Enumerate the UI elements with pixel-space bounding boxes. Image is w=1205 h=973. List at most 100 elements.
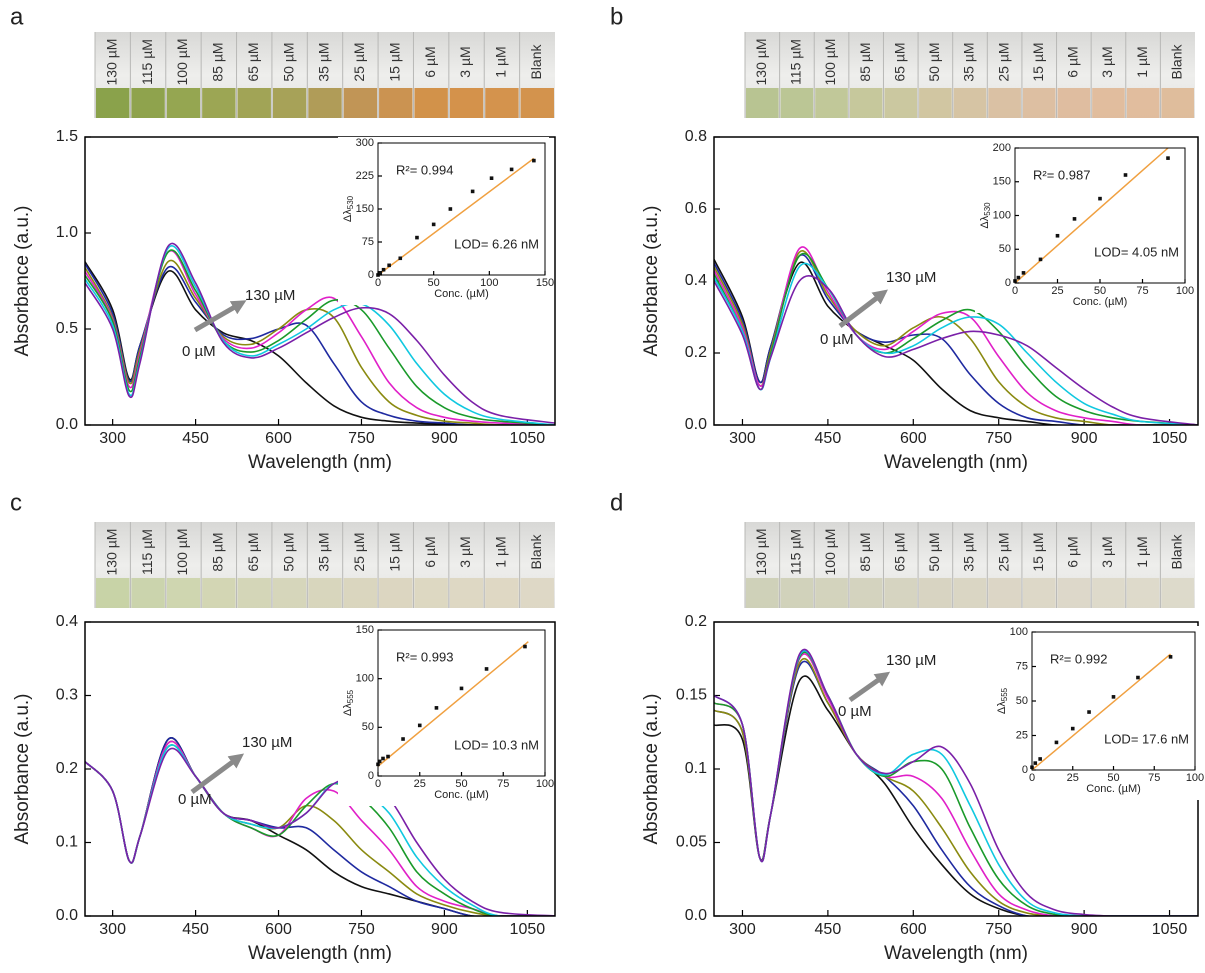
y-tick-label: 0 [1022, 764, 1028, 776]
vial-solution [166, 88, 201, 118]
vial-solution [202, 88, 236, 118]
vial-solution [96, 578, 130, 608]
data-point [381, 756, 385, 761]
inset-background [992, 626, 1199, 800]
vial-solution [884, 578, 918, 608]
y-axis-label: Absorbance (a.u.) [641, 205, 662, 356]
inset-y-label-sub: 530 [346, 195, 355, 209]
vial-solution [379, 88, 413, 118]
inset: 0 25 50 75 100 0 50 100 150 Conc. (µM) Δλ555 R²= 0.… [338, 624, 554, 806]
inset-frame [377, 629, 546, 777]
vial-label: 35 µM [316, 42, 332, 81]
y-tick-label: 150 [356, 624, 374, 636]
data-point [431, 222, 436, 227]
vial-label: 1 µM [493, 46, 509, 77]
spectrum-line [85, 242, 555, 424]
panel-label: a [10, 3, 24, 30]
x-tick-label: 0 [1029, 772, 1035, 784]
vial-solution [1022, 88, 1056, 118]
x-tick-label: 100 [1176, 285, 1194, 297]
vial-solution [953, 578, 987, 608]
y-tick-label: 0 [368, 269, 374, 281]
data-point [1168, 655, 1173, 659]
vial-label: 115 µM [788, 39, 804, 85]
panel: c 130 µM 115 µM 100 µM 85 µM 65 µM 50 µM 35 µM 2… [10, 489, 556, 964]
x-tick-label: 300 [729, 430, 756, 447]
vial-label: 85 µM [210, 532, 226, 571]
x-tick-label: 150 [536, 277, 554, 289]
spectrum-line [85, 249, 555, 425]
annotation: 0 µM [182, 343, 216, 360]
data-point [377, 759, 382, 764]
vial-solution [343, 88, 378, 118]
r-squared: R²= 0.992 [1050, 651, 1107, 666]
y-axis-label: Absorbance (a.u.) [12, 205, 33, 356]
annotation: 130 µM [245, 287, 295, 304]
vial-label: 6 µM [1065, 46, 1081, 77]
vial-label: 115 µM [139, 529, 155, 575]
data-point [398, 256, 403, 261]
vial-label: 35 µM [961, 42, 977, 81]
data-point [386, 754, 390, 759]
vial-solution [988, 578, 1021, 608]
x-tick-label: 25 [1067, 772, 1079, 784]
spectrum-line [714, 275, 1198, 425]
inset: 0 25 50 75 100 0 25 50 75 100 Conc. (µM) Δλ555 R²= 0… [992, 626, 1204, 800]
r-squared: R²= 0.994 [396, 162, 453, 177]
vial-label: 1 µM [1134, 536, 1150, 567]
x-tick-label: 600 [265, 921, 292, 938]
vial-solution [308, 578, 342, 608]
vial-label: 6 µM [422, 46, 438, 77]
x-tick-label: 450 [182, 430, 209, 447]
vial-solution [919, 578, 952, 608]
x-tick-label: 300 [729, 921, 756, 938]
x-tick-label: 100 [1186, 772, 1204, 784]
x-axis-label: Conc. (µM) [1086, 783, 1141, 795]
fit-line [377, 157, 535, 276]
y-tick-label: 1.5 [56, 128, 78, 145]
data-point [378, 271, 383, 275]
vial-solution [485, 88, 519, 118]
vial-solution [520, 578, 554, 608]
x-axis-label: Wavelength (nm) [884, 452, 1028, 473]
data-point [387, 263, 391, 268]
data-point [1033, 761, 1038, 765]
vial-label: 65 µM [245, 42, 261, 81]
data-point [532, 158, 536, 163]
panel: b 130 µM 115 µM 100 µM 85 µM 65 µM 50 µM 35 µM 2… [610, 3, 1199, 473]
vial-solution [884, 88, 918, 118]
trend-arrow [848, 671, 891, 703]
vial-solution [780, 88, 814, 118]
x-tick-label: 50 [1094, 285, 1106, 297]
vial-solution [414, 88, 448, 118]
vial-label: Blank [528, 533, 544, 569]
vial-label: 50 µM [926, 42, 942, 81]
vial-solution [131, 88, 165, 118]
y-tick-label: 0.1 [685, 760, 707, 777]
inset-frame [1014, 147, 1186, 284]
vial-solution [166, 578, 201, 608]
y-tick-label: 0.05 [676, 834, 707, 851]
data-point [1038, 257, 1043, 262]
y-tick-label: 300 [356, 137, 374, 149]
data-point [1166, 156, 1170, 160]
vial-label: 65 µM [891, 42, 907, 81]
y-tick-label: 0 [368, 770, 374, 782]
inset-y-label: Δλ555 [996, 687, 1009, 714]
vial-solution [414, 578, 448, 608]
vial-solution [849, 88, 883, 118]
vial-label: 100 µM [174, 529, 190, 576]
inset: 0 50 100 150 0 75 150 225 300 Conc. (µM) Δλ530 R²= … [338, 137, 554, 305]
trend-arrow [838, 289, 888, 328]
vial-solution [272, 578, 307, 608]
y-tick-label: 0.0 [685, 416, 707, 433]
data-point [470, 189, 475, 194]
vial-label: 130 µM [753, 39, 769, 86]
y-tick-label: 50 [1016, 695, 1028, 707]
y-tick-label: 225 [356, 170, 374, 182]
data-point [1087, 710, 1091, 714]
vial-label: 35 µM [316, 532, 332, 571]
vial-solution [1126, 578, 1160, 608]
x-tick-label: 900 [431, 921, 458, 938]
vial-label: 65 µM [245, 532, 261, 571]
